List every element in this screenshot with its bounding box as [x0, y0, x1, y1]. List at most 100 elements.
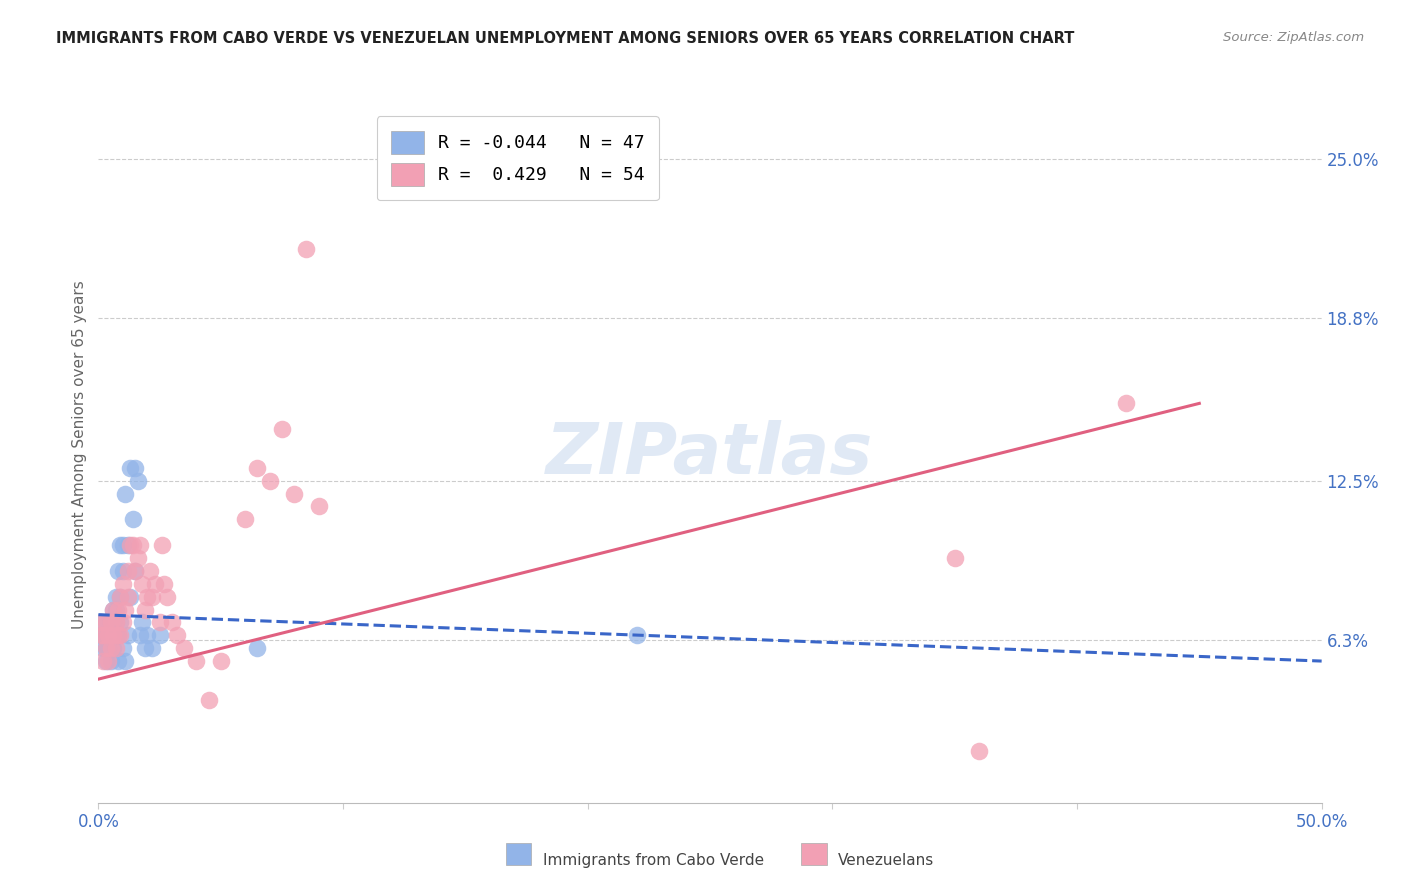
Point [104, 641, 127, 656]
Point [97, 615, 120, 630]
Point [114, 486, 136, 500]
Point [104, 615, 127, 630]
Point [107, 628, 129, 642]
Point [107, 654, 129, 668]
Point [101, 615, 124, 630]
Point [124, 460, 146, 475]
Point [97, 628, 120, 642]
Point [110, 590, 132, 604]
Point [209, 654, 232, 668]
Point [139, 564, 162, 578]
Point [117, 628, 139, 642]
Point [967, 744, 990, 758]
Point [94, 641, 117, 656]
Point [153, 576, 176, 591]
Legend: R = -0.044   N = 47, R =  0.429   N = 54: R = -0.044 N = 47, R = 0.429 N = 54 [377, 116, 659, 201]
Point [111, 564, 134, 578]
Text: Immigrants from Cabo Verde: Immigrants from Cabo Verde [543, 854, 763, 868]
Point [136, 590, 159, 604]
Point [97, 641, 120, 656]
Point [143, 576, 166, 591]
Text: IMMIGRANTS FROM CABO VERDE VS VENEZUELAN UNEMPLOYMENT AMONG SENIORS OVER 65 YEAR: IMMIGRANTS FROM CABO VERDE VS VENEZUELAN… [56, 31, 1074, 46]
Point [943, 551, 966, 566]
Point [100, 615, 122, 630]
Point [107, 628, 129, 642]
Point [110, 538, 132, 552]
Point [246, 641, 269, 656]
Point [104, 628, 127, 642]
Point [120, 590, 142, 604]
Point [136, 628, 159, 642]
Point [186, 654, 208, 668]
Point [283, 486, 305, 500]
Point [166, 628, 188, 642]
Point [149, 628, 172, 642]
Point [90, 628, 112, 642]
Point [104, 602, 127, 616]
Point [120, 460, 142, 475]
Point [111, 641, 134, 656]
Point [104, 590, 127, 604]
Point [114, 654, 136, 668]
Point [233, 512, 256, 526]
Y-axis label: Unemployment Among Seniors over 65 years: Unemployment Among Seniors over 65 years [72, 281, 87, 629]
Point [100, 628, 122, 642]
Point [97, 654, 120, 668]
Point [121, 512, 143, 526]
Point [100, 615, 122, 630]
Point [626, 628, 648, 642]
Point [114, 602, 136, 616]
Point [131, 615, 153, 630]
Point [94, 628, 117, 642]
Point [107, 564, 129, 578]
Point [149, 615, 172, 630]
Point [156, 590, 179, 604]
Point [134, 602, 156, 616]
Point [107, 602, 129, 616]
Point [127, 551, 149, 566]
Point [100, 654, 122, 668]
Point [111, 538, 134, 552]
Point [101, 628, 124, 642]
Point [259, 474, 281, 488]
Point [308, 500, 330, 514]
Point [110, 628, 132, 642]
Point [101, 641, 124, 656]
Point [101, 602, 124, 616]
Point [129, 538, 152, 552]
Point [94, 654, 117, 668]
Point [141, 641, 163, 656]
Point [117, 590, 139, 604]
Point [127, 474, 149, 488]
Point [94, 641, 117, 656]
Text: Venezuelans: Venezuelans [838, 854, 934, 868]
Point [91, 628, 114, 642]
Point [117, 538, 139, 552]
Point [90, 615, 112, 630]
Point [110, 590, 132, 604]
Point [124, 564, 146, 578]
Point [1115, 396, 1137, 410]
Point [270, 422, 294, 436]
Point [91, 654, 114, 668]
Point [134, 641, 156, 656]
Point [90, 615, 112, 630]
Point [94, 615, 117, 630]
Point [197, 692, 219, 706]
Point [117, 564, 139, 578]
Point [150, 538, 173, 552]
Point [101, 628, 124, 642]
Point [91, 641, 114, 656]
Point [101, 602, 124, 616]
Point [246, 460, 269, 475]
Point [121, 538, 143, 552]
Point [141, 590, 163, 604]
Point [111, 615, 134, 630]
Point [160, 615, 183, 630]
Point [295, 242, 318, 256]
Text: ZIPatlas: ZIPatlas [547, 420, 873, 490]
Point [129, 628, 152, 642]
Point [90, 628, 112, 642]
Point [124, 564, 146, 578]
Point [111, 576, 134, 591]
